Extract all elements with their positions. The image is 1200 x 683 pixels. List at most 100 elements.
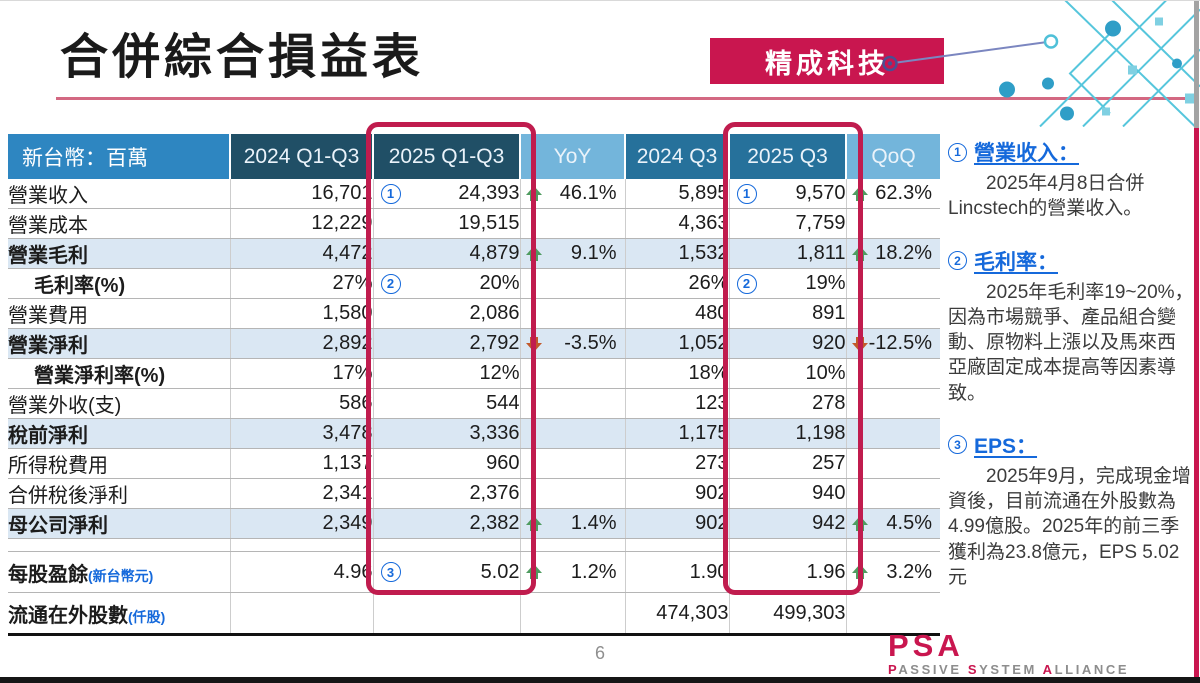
up-arrow-icon — [525, 245, 542, 262]
value-cell: 2,086 — [372, 298, 520, 329]
value-text: 1,175 — [678, 422, 729, 444]
value-cell: 920 — [728, 328, 846, 359]
row-label: 營業費用 — [8, 298, 230, 329]
value-cell: 7,759 — [728, 208, 846, 239]
value-cell: 18% — [624, 358, 729, 389]
note-heading: 1 營業收入： — [948, 137, 1194, 167]
spacer-cell — [624, 538, 729, 552]
change-cell — [845, 298, 940, 329]
value-text: 4,363 — [678, 212, 729, 234]
value-text: 474,303 — [656, 601, 729, 624]
change-text: 9.1% — [570, 242, 617, 264]
spacer-cell — [519, 538, 625, 552]
change-cell — [519, 208, 625, 239]
up-arrow-icon — [851, 515, 868, 532]
value-text: 2,349 — [322, 512, 373, 534]
change-cell — [519, 268, 625, 299]
note-body: 2025年4月8日合併Lincstech的營業收入。 — [948, 173, 1145, 220]
value-cell: 1,052 — [624, 328, 729, 359]
row-label-suffix: (仟股) — [128, 608, 166, 625]
table-row: 母公司淨利 2,349 2,382 1.4% 902 942 4.5% — [8, 508, 940, 539]
psa-logo-acronym: PSA — [888, 628, 964, 663]
circled-number-marker: 1 — [948, 142, 967, 162]
row-label: 營業淨利 — [8, 328, 230, 359]
change-wrap: 4.5% — [847, 512, 940, 535]
value-cell: 960 — [372, 448, 520, 479]
value-text: 18% — [688, 362, 729, 384]
value-text: 2,341 — [322, 482, 373, 504]
change-text: 46.1% — [559, 182, 617, 204]
value-text: 4.96 — [333, 560, 373, 583]
note-heading: 3 EPS： — [948, 430, 1194, 460]
header-unit: 新台幣：百萬 — [8, 134, 230, 179]
value-text: 19,515 — [458, 212, 520, 234]
change-cell — [845, 478, 940, 509]
value-text: 544 — [486, 392, 520, 414]
value-text: 278 — [812, 392, 846, 414]
value-cell: 27% — [229, 268, 373, 299]
value-cell: 26% — [624, 268, 729, 299]
psa-logo-subtitle: PASSIVE SYSTEM ALLIANCE — [888, 662, 1129, 677]
value-cell: 1,532 — [624, 238, 729, 269]
value-text: 1.90 — [689, 560, 729, 583]
change-cell — [519, 592, 625, 635]
value-text: 5.02 — [480, 560, 520, 583]
row-label: 營業成本 — [8, 208, 230, 239]
header-2024-q3: 2024 Q3 — [624, 134, 729, 179]
value-text: 12,229 — [311, 212, 373, 234]
value-text: 3,336 — [469, 422, 520, 444]
row-label: 營業收入 — [8, 179, 230, 209]
title-underline — [56, 97, 1188, 100]
value-text: 1,052 — [678, 332, 729, 354]
logo-word-initial: A — [1042, 662, 1055, 677]
value-cell: 19,515 — [372, 208, 520, 239]
value-text: 20% — [479, 272, 520, 294]
value-cell: 586 — [229, 388, 373, 419]
value-cell: 1,580 — [229, 298, 373, 329]
value-cell: 480 — [624, 298, 729, 329]
change-cell: 62.3% — [845, 179, 940, 209]
value-cell: 2,892 — [229, 328, 373, 359]
change-text: 1.2% — [570, 560, 617, 583]
change-cell: -12.5% — [845, 328, 940, 359]
value-text: 586 — [339, 392, 373, 414]
change-wrap: 1.2% — [521, 561, 625, 584]
note-heading-text: EPS： — [974, 434, 1038, 458]
circled-number-marker: 1 — [380, 183, 401, 204]
table-row: 營業毛利 4,472 4,879 9.1% 1,532 1,811 18.2% — [8, 238, 940, 269]
up-arrow-icon — [851, 185, 868, 202]
row-label: 毛利率(%) — [8, 268, 230, 299]
income-statement-table: 新台幣：百萬 2024 Q1-Q3 2025 Q1-Q3 YoY 2024 Q3… — [8, 134, 940, 636]
table-row: 營業費用 1,580 2,086 480 891 — [8, 298, 940, 329]
change-wrap: -3.5% — [521, 332, 625, 355]
value-cell — [229, 592, 373, 635]
value-text: 19% — [805, 272, 846, 294]
value-cell: 5,895 — [624, 179, 729, 209]
value-cell: 1 9,570 — [728, 179, 846, 209]
value-cell: 1,137 — [229, 448, 373, 479]
change-cell — [519, 418, 625, 449]
value-text: 2,382 — [469, 512, 520, 534]
value-text: 942 — [812, 512, 846, 534]
value-cell: 3 5.02 — [372, 551, 520, 593]
value-cell: 278 — [728, 388, 846, 419]
value-cell: 2,341 — [229, 478, 373, 509]
change-cell — [519, 298, 625, 329]
value-cell: 1,198 — [728, 418, 846, 449]
header-qoq: QoQ — [845, 134, 940, 179]
value-text: 2,086 — [469, 302, 520, 324]
circled-number-marker: 1 — [736, 183, 757, 204]
change-cell — [519, 388, 625, 419]
table-row: 流通在外股數(仟股) 474,303 499,303 — [8, 592, 940, 635]
value-cell: 12% — [372, 358, 520, 389]
change-cell — [845, 358, 940, 389]
value-cell: 10% — [728, 358, 846, 389]
value-text: 7,759 — [795, 212, 846, 234]
down-arrow-icon — [525, 336, 542, 352]
note-heading-text: 營業收入： — [974, 142, 1079, 165]
row-label: 營業淨利率(%) — [8, 358, 230, 389]
change-cell: 9.1% — [519, 238, 625, 269]
value-cell: 2,376 — [372, 478, 520, 509]
value-text: 1,137 — [322, 452, 373, 474]
row-label: 營業外收(支) — [8, 388, 230, 419]
